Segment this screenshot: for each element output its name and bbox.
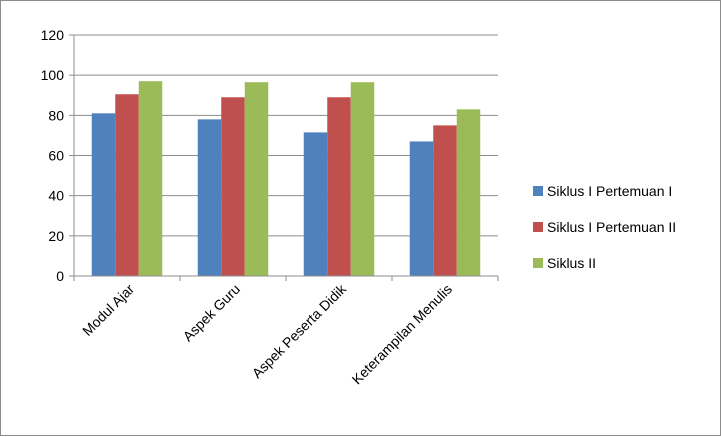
bar-1-1 [91,113,116,276]
bar-2-2 [221,97,245,276]
legend-swatch-3 [533,258,543,268]
bar-3-4 [456,109,481,276]
y-tick-labels: 0 20 40 60 80 100 120 [41,27,65,284]
y-tick-label: 0 [56,268,64,284]
x-category-label: Keterampilan Menulis [349,281,456,388]
bar-3-2 [244,82,269,276]
bar-1-2 [197,119,222,276]
bar-3-1 [138,81,163,276]
axes [69,34,499,281]
y-tick-label: 60 [48,148,64,164]
bar-2-1 [115,94,139,276]
bars [91,81,481,276]
bar-1-4 [409,141,434,276]
bar-3-3 [350,82,375,276]
legend-swatch-1 [533,186,543,196]
legend: Siklus I Pertemuan I Siklus I Pertemuan I… [533,183,676,271]
x-category-label: Modul Ajar [79,281,137,339]
legend-label-1: Siklus I Pertemuan I [547,183,672,199]
bar-1-3 [303,132,328,276]
x-category-labels: Modul Ajar Aspek Guru Aspek Peserta Didik K… [79,280,455,387]
bar-2-3 [327,97,351,276]
y-tick-label: 80 [48,107,64,123]
legend-label-3: Siklus II [547,255,596,271]
y-tick-label: 20 [48,228,64,244]
bar-2-4 [433,125,457,276]
y-tick-label: 120 [41,27,65,43]
y-tick-label: 100 [41,67,65,83]
y-tick-label: 40 [48,188,64,204]
x-category-label: Aspek Peserta Didik [249,280,350,381]
legend-swatch-2 [533,222,543,232]
legend-label-2: Siklus I Pertemuan II [547,219,676,235]
x-category-label: Aspek Guru [180,281,244,345]
